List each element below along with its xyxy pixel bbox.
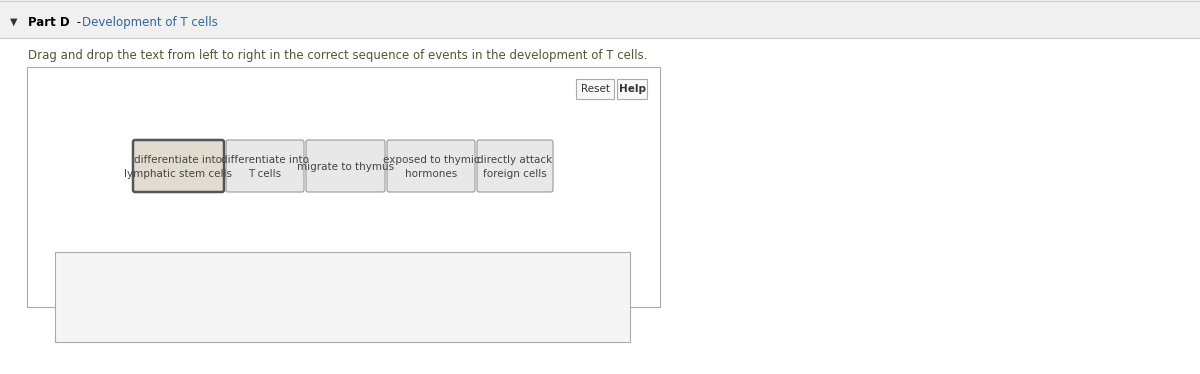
Text: T cells: T cells <box>248 169 282 179</box>
FancyBboxPatch shape <box>55 252 630 342</box>
Text: differentiate into: differentiate into <box>221 155 310 165</box>
FancyBboxPatch shape <box>226 140 304 192</box>
Text: Part D: Part D <box>28 15 70 28</box>
Text: exposed to thymic: exposed to thymic <box>383 155 479 165</box>
Text: Development of T cells: Development of T cells <box>82 15 218 28</box>
Text: lymphatic stem cells: lymphatic stem cells <box>125 169 233 179</box>
Text: -: - <box>73 15 85 28</box>
FancyBboxPatch shape <box>133 140 224 192</box>
Text: Help: Help <box>618 84 646 94</box>
Text: migrate to thymus: migrate to thymus <box>296 162 394 172</box>
FancyBboxPatch shape <box>478 140 553 192</box>
Text: Drag and drop the text from left to right in the correct sequence of events in t: Drag and drop the text from left to righ… <box>28 49 648 61</box>
Bar <box>0 0 1200 38</box>
FancyBboxPatch shape <box>306 140 385 192</box>
Text: Reset: Reset <box>581 84 610 94</box>
FancyBboxPatch shape <box>576 79 614 99</box>
FancyBboxPatch shape <box>617 79 647 99</box>
Text: ▼: ▼ <box>10 17 18 27</box>
FancyBboxPatch shape <box>28 67 660 307</box>
Text: differentiate into: differentiate into <box>134 155 222 165</box>
FancyBboxPatch shape <box>386 140 475 192</box>
Text: foreign cells: foreign cells <box>484 169 547 179</box>
Text: directly attack: directly attack <box>478 155 553 165</box>
Text: hormones: hormones <box>404 169 457 179</box>
